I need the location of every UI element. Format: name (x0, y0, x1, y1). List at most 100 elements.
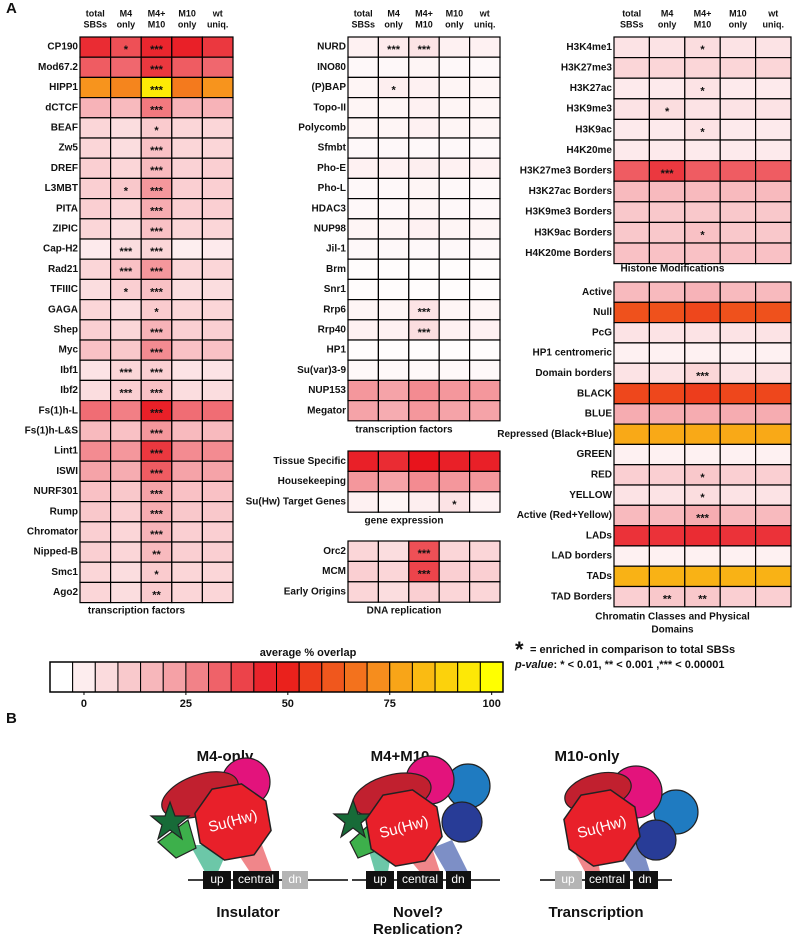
colorbar-tick-label: 25 (180, 698, 192, 710)
heatmap-cell (377, 238, 410, 260)
heatmap-cell (719, 484, 757, 506)
heatmap-cell (719, 382, 757, 405)
significance-stars: * (124, 286, 129, 298)
heatmap-cell (719, 565, 757, 588)
significance-stars: *** (150, 105, 164, 117)
colorbar-cell (94, 661, 119, 693)
heatmap-cell (377, 540, 410, 562)
significance-stars: *** (418, 548, 432, 560)
heatmap-cell (347, 278, 379, 301)
heatmap-cell (469, 450, 501, 472)
heatmap-cell (613, 403, 651, 425)
heatmap-cell (754, 382, 792, 405)
heatmap-cell (613, 362, 651, 385)
row-label: Ibf2 (60, 385, 78, 396)
row-label: Polycomb (298, 123, 346, 134)
colorbar-cell (479, 661, 504, 693)
heatmap-cell (171, 258, 204, 281)
heatmap-cell (438, 379, 471, 402)
pvalue-label: p-value (514, 659, 554, 671)
row-label: NURF301 (34, 486, 79, 497)
heatmap-cell (408, 278, 440, 301)
heatmap-cell (648, 77, 686, 100)
heatmap-cell (79, 198, 112, 220)
heatmap-cell (171, 521, 204, 543)
row-label: Jil-1 (326, 244, 346, 255)
heatmap-cell (201, 460, 234, 483)
column-header: M10 (178, 8, 196, 18)
heatmap-cell (201, 157, 234, 179)
significance-stars: *** (150, 44, 164, 56)
heatmap-cell (469, 560, 501, 583)
heatmap-cell (648, 504, 686, 527)
heatmap-cell (408, 470, 440, 493)
column-header: M4 (120, 8, 133, 18)
colorbar-cell (49, 661, 74, 693)
heatmap-cell (408, 76, 440, 99)
heatmap-cell (719, 221, 757, 244)
heatmap-cell (171, 278, 204, 301)
column-header: SBSs (84, 19, 108, 29)
dna-box: central (402, 872, 438, 886)
heatmap-cell (201, 36, 234, 58)
heatmap-cell (79, 501, 112, 523)
heatmap-cell (377, 198, 410, 220)
heatmap-cell (648, 362, 686, 385)
heatmap-cell (684, 423, 721, 446)
dna-box: central (589, 872, 625, 886)
heatmap-cell (79, 379, 112, 402)
heatmap-cell (438, 258, 471, 281)
heatmap-cell (201, 96, 234, 119)
row-label: Chromator (27, 527, 78, 538)
heatmap-cell (438, 400, 471, 422)
panel-title: transcription factors (355, 425, 453, 436)
significance-stars: * (154, 125, 159, 137)
significance-stars: *** (418, 569, 432, 581)
row-label: Shep (54, 325, 78, 336)
legend-pvalue: p-value: * < 0.01, ** < 0.001 ,*** < 0.0… (514, 659, 724, 671)
row-label: Su(var)3-9 (297, 365, 346, 376)
heatmap-cell (684, 160, 721, 182)
heatmap-cell (684, 180, 721, 203)
heatmap-cell (613, 423, 651, 446)
row-label: H3K27me3 (561, 63, 613, 74)
row-label: YELLOW (569, 490, 612, 501)
heatmap-cell (613, 160, 651, 182)
row-label: BLUE (585, 409, 613, 420)
heatmap-cell (171, 480, 204, 503)
diagram-m4-only: M4-only Su(Hw) up central dn Insulator (149, 748, 348, 921)
row-label: H3K9me3 (566, 104, 612, 115)
heatmap-cell (719, 301, 757, 324)
heatmap-cell (408, 258, 440, 281)
heatmap-cell (648, 484, 686, 506)
heatmap-cell (171, 339, 204, 361)
heatmap-cell (648, 221, 686, 244)
significance-stars: *** (150, 448, 164, 460)
heatmap-cell (171, 400, 204, 422)
heatmap-cell (79, 137, 112, 159)
significance-stars: *** (150, 64, 164, 76)
heatmap-cell (754, 139, 792, 162)
heatmap-cell (171, 238, 204, 260)
heatmap-cell (613, 504, 651, 527)
heatmap-cell (408, 581, 440, 603)
row-label: Housekeeping (278, 476, 346, 487)
heatmap-cell (171, 379, 204, 402)
heatmap-cell (347, 299, 379, 321)
row-label: CP190 (47, 42, 78, 53)
heatmap-cell (438, 117, 471, 139)
row-label: ZIPIC (52, 224, 78, 235)
significance-stars: *** (150, 387, 164, 399)
heatmap-cell (754, 301, 792, 324)
heatmap-cell (377, 96, 410, 119)
heatmap-cell (109, 198, 142, 220)
heatmap-cell (347, 238, 379, 260)
heatmap-cell (469, 218, 501, 240)
heatmap-cell (201, 117, 234, 139)
heatmap-cell (109, 460, 142, 483)
heatmap-cell (109, 480, 142, 503)
heatmap-cell (613, 98, 651, 121)
row-label: Tissue Specific (273, 456, 346, 467)
heatmap-cell (377, 379, 410, 402)
column-header: only (117, 19, 136, 29)
